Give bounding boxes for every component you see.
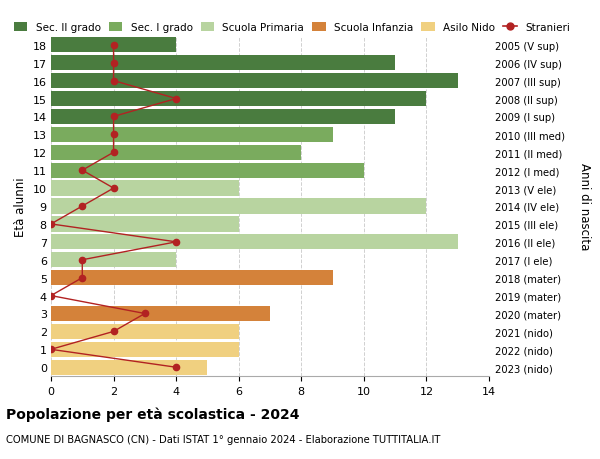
Y-axis label: Età alunni: Età alunni (14, 177, 27, 236)
Bar (51, 342, 239, 357)
Bar (51, 38, 176, 53)
Bar (51, 252, 176, 268)
Bar (51, 146, 301, 161)
Bar (51, 163, 364, 179)
Bar (51, 181, 239, 196)
Bar (51, 128, 332, 143)
Bar (51, 324, 239, 339)
Bar (51, 110, 395, 125)
Legend: Sec. II grado, Sec. I grado, Scuola Primaria, Scuola Infanzia, Asilo Nido, Stran: Sec. II grado, Sec. I grado, Scuola Prim… (14, 23, 570, 34)
Bar (51, 92, 427, 107)
Text: Popolazione per età scolastica - 2024: Popolazione per età scolastica - 2024 (6, 406, 299, 421)
Bar (51, 56, 395, 71)
Bar (51, 360, 208, 375)
Bar (51, 217, 239, 232)
Bar (51, 306, 270, 321)
Y-axis label: Anni di nascita: Anni di nascita (578, 163, 592, 250)
Bar (51, 74, 458, 89)
Bar (51, 235, 458, 250)
Bar (51, 199, 427, 214)
Text: COMUNE DI BAGNASCO (CN) - Dati ISTAT 1° gennaio 2024 - Elaborazione TUTTITALIA.I: COMUNE DI BAGNASCO (CN) - Dati ISTAT 1° … (6, 434, 440, 444)
Bar (51, 270, 332, 285)
